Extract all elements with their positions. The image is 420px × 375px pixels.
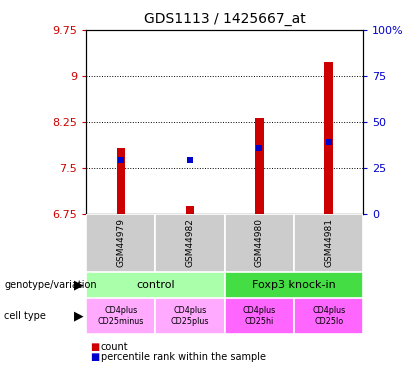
Bar	[86, 272, 225, 298]
Text: CD4plus
CD25hi: CD4plus CD25hi	[243, 306, 276, 326]
Bar	[225, 298, 294, 334]
Text: genotype/variation: genotype/variation	[4, 280, 97, 290]
Bar	[155, 298, 225, 334]
Text: count: count	[101, 342, 129, 352]
Text: ■: ■	[90, 352, 100, 362]
Bar	[86, 214, 155, 272]
Text: ▶: ▶	[74, 309, 84, 322]
Bar	[255, 118, 263, 214]
Bar	[117, 148, 125, 214]
Text: CD4plus
CD25lo: CD4plus CD25lo	[312, 306, 345, 326]
Bar	[225, 214, 294, 272]
Text: GSM44979: GSM44979	[116, 218, 125, 267]
Bar	[294, 214, 363, 272]
Text: Foxp3 knock-in: Foxp3 knock-in	[252, 280, 336, 290]
Text: ■: ■	[90, 342, 100, 352]
Bar	[225, 272, 363, 298]
Bar	[86, 298, 155, 334]
Title: GDS1113 / 1425667_at: GDS1113 / 1425667_at	[144, 12, 306, 26]
Text: cell type: cell type	[4, 311, 46, 321]
Bar	[155, 214, 225, 272]
Bar	[325, 63, 333, 214]
Bar	[186, 206, 194, 214]
Text: GSM44980: GSM44980	[255, 218, 264, 267]
Text: GSM44982: GSM44982	[186, 218, 194, 267]
Text: control: control	[136, 280, 175, 290]
Text: CD4plus
CD25minus: CD4plus CD25minus	[97, 306, 144, 326]
Text: ▶: ▶	[74, 279, 84, 291]
Text: percentile rank within the sample: percentile rank within the sample	[101, 352, 266, 362]
Text: GSM44981: GSM44981	[324, 218, 333, 267]
Bar	[294, 298, 363, 334]
Text: CD4plus
CD25plus: CD4plus CD25plus	[171, 306, 209, 326]
